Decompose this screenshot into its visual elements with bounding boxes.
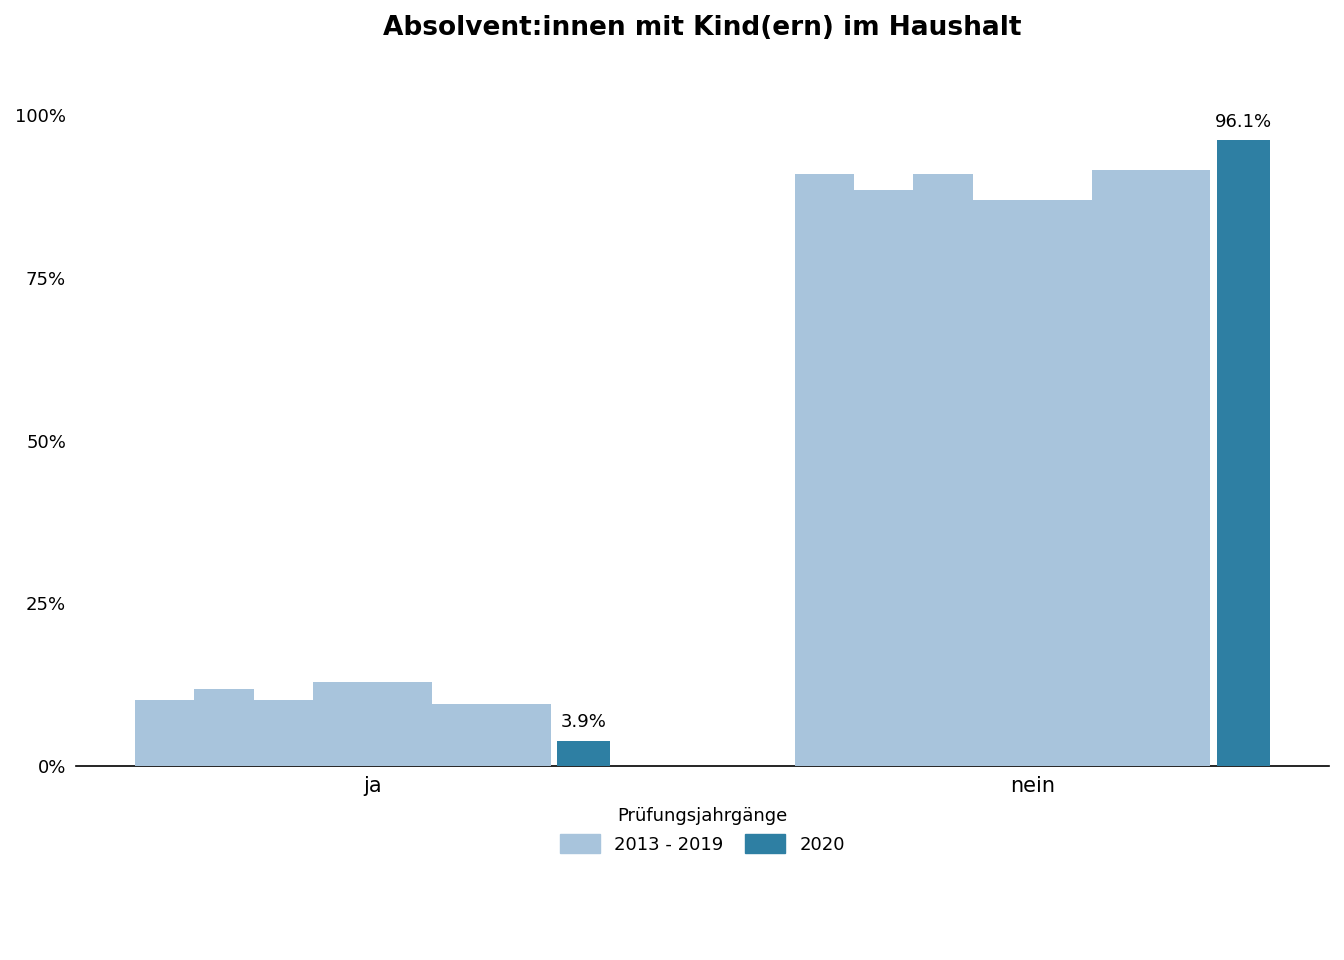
- Bar: [794, 174, 853, 766]
- Bar: [372, 682, 431, 766]
- Bar: [914, 174, 973, 766]
- Text: 96.1%: 96.1%: [1215, 112, 1271, 131]
- Bar: [431, 705, 492, 766]
- Bar: [973, 200, 1032, 766]
- Title: Absolvent:innen mit Kind(ern) im Haushalt: Absolvent:innen mit Kind(ern) im Haushal…: [383, 15, 1021, 41]
- Bar: [558, 741, 610, 766]
- Bar: [492, 705, 551, 766]
- Bar: [195, 689, 254, 766]
- Bar: [254, 700, 313, 766]
- Legend: 2013 - 2019, 2020: 2013 - 2019, 2020: [551, 799, 853, 863]
- Bar: [853, 190, 914, 766]
- Bar: [1032, 200, 1091, 766]
- Bar: [1150, 170, 1210, 766]
- Bar: [1091, 170, 1150, 766]
- Bar: [1216, 140, 1270, 766]
- Bar: [313, 682, 372, 766]
- Text: 3.9%: 3.9%: [560, 713, 606, 732]
- Bar: [136, 700, 195, 766]
